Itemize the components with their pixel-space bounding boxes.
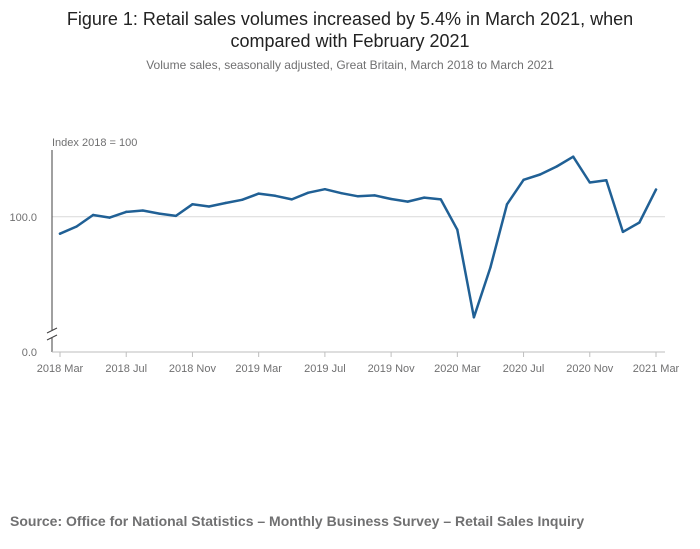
data-point (588, 181, 591, 184)
data-point (141, 209, 144, 212)
data-point (224, 201, 227, 205)
data-point (605, 179, 608, 182)
x-tick-label: 2020 Nov (566, 363, 614, 375)
data-point (423, 196, 426, 199)
chart-subtitle: Volume sales, seasonally adjusted, Great… (146, 58, 554, 72)
x-tick-label: 2020 Mar (434, 363, 481, 375)
data-point (373, 194, 376, 197)
y-tick-label: 0.0 (22, 347, 37, 359)
data-point (58, 232, 62, 235)
data-point (572, 155, 575, 158)
source-note: Source: Office for National Statistics –… (10, 513, 585, 529)
data-point (323, 187, 327, 191)
x-tick-label: 2018 Nov (169, 363, 217, 375)
data-point (638, 221, 641, 224)
chart-title-line-1: Figure 1: Retail sales volumes increased… (66, 9, 634, 29)
axis-break-mark (46, 327, 58, 334)
x-tick-label: 2018 Mar (37, 363, 84, 375)
data-point (257, 192, 260, 195)
x-tick-label: 2019 Mar (235, 363, 282, 375)
data-point (621, 230, 625, 234)
data-point (389, 197, 393, 201)
x-tick-label: 2019 Jul (304, 363, 346, 375)
x-tick-label: 2020 Jul (503, 363, 545, 375)
data-point (456, 228, 459, 231)
data-point (356, 195, 360, 198)
x-tick-label: 2021 Mar (633, 363, 680, 375)
x-tick-label: 2018 Jul (105, 363, 147, 375)
data-point (75, 225, 78, 228)
data-point (158, 212, 161, 215)
data-point (472, 316, 476, 319)
data-point (307, 191, 310, 194)
data-point (439, 198, 442, 201)
data-point (240, 198, 244, 202)
data-point (207, 205, 211, 208)
chart-title: Figure 1: Retail sales volumes increased… (0, 8, 700, 52)
data-point (505, 203, 509, 206)
data-point (274, 194, 277, 198)
data-point (522, 178, 525, 182)
y-tick-label: 100.0 (9, 212, 37, 224)
data-point (340, 191, 343, 195)
x-tick-label: 2019 Nov (368, 363, 416, 375)
data-point (538, 173, 542, 176)
data-point (489, 266, 492, 269)
data-point (555, 165, 558, 168)
data-point (91, 213, 95, 217)
data-point (174, 214, 178, 218)
data-point (191, 203, 194, 206)
series-line (58, 155, 658, 319)
chart-title-line-2: compared with February 2021 (230, 31, 470, 51)
axis-break-mark (46, 334, 58, 341)
y-axis-label: Index 2018 = 100 (52, 137, 137, 149)
data-point (125, 210, 128, 214)
data-point (406, 200, 409, 203)
data-point (654, 188, 658, 191)
data-point (108, 216, 111, 219)
data-point (290, 198, 293, 201)
